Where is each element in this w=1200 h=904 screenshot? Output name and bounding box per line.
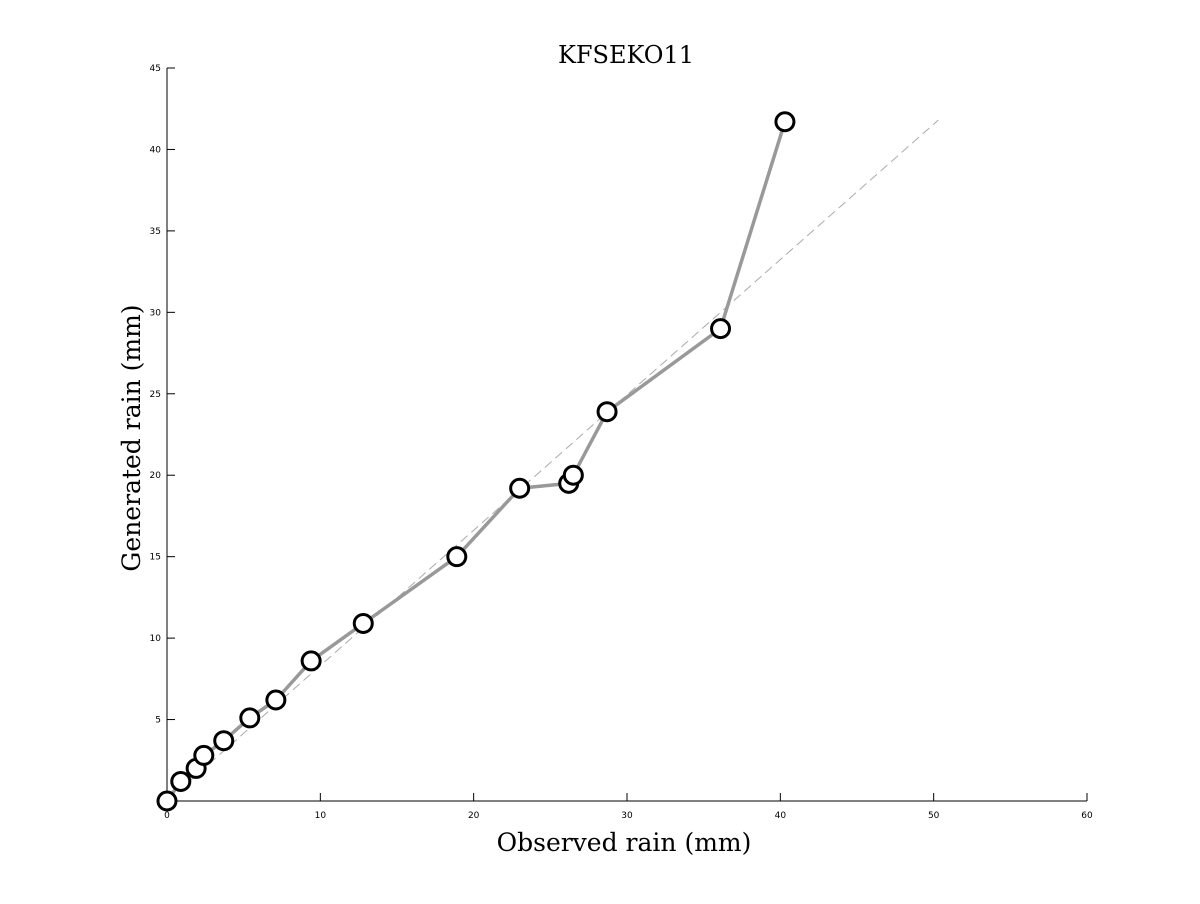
data-point xyxy=(170,770,192,792)
y-tick-label: 40 xyxy=(150,145,162,155)
reference-line-layer xyxy=(166,119,939,802)
data-point xyxy=(156,790,178,812)
y-tick-label: 30 xyxy=(150,308,162,318)
x-axis-title: Observed rain (mm) xyxy=(497,828,752,857)
y-tick-label: 5 xyxy=(155,716,161,726)
series-line xyxy=(165,120,787,803)
data-point xyxy=(596,401,618,423)
x-tick-label: 50 xyxy=(928,811,940,821)
data-point xyxy=(509,477,531,499)
y-tick-label: 20 xyxy=(150,471,162,481)
data-point xyxy=(562,464,584,486)
y-axis-ticks: 5 10 15 20 25 30 35 40 45 xyxy=(150,64,175,726)
data-points xyxy=(156,111,796,812)
x-tick-label: 30 xyxy=(621,811,633,821)
data-point xyxy=(193,744,215,766)
y-tick-label: 10 xyxy=(150,634,162,644)
x-tick-label: 0 xyxy=(164,811,170,821)
x-tick-label: 20 xyxy=(468,811,480,821)
reference-line xyxy=(166,119,939,802)
data-point xyxy=(446,546,468,568)
axes xyxy=(166,68,1087,802)
data-point xyxy=(213,730,235,752)
data-point xyxy=(774,111,796,133)
data-point xyxy=(352,612,374,634)
data-point xyxy=(300,650,322,672)
y-tick-label: 45 xyxy=(150,64,161,74)
x-tick-label: 40 xyxy=(775,811,787,821)
x-tick-label: 60 xyxy=(1081,811,1093,821)
x-axis-ticks: 0 10 20 30 40 50 60 xyxy=(164,793,1093,821)
data-point xyxy=(265,689,287,711)
x-tick-label: 10 xyxy=(315,811,327,821)
y-axis-title: Generated rain (mm) xyxy=(117,304,146,571)
series-line-layer xyxy=(165,120,787,803)
y-tick-label: 15 xyxy=(150,553,161,563)
y-tick-label: 25 xyxy=(150,390,161,400)
data-point xyxy=(710,318,732,340)
chart-title: KFSEKO11 xyxy=(558,41,694,69)
data-point xyxy=(239,707,261,729)
y-tick-label: 35 xyxy=(150,227,161,237)
